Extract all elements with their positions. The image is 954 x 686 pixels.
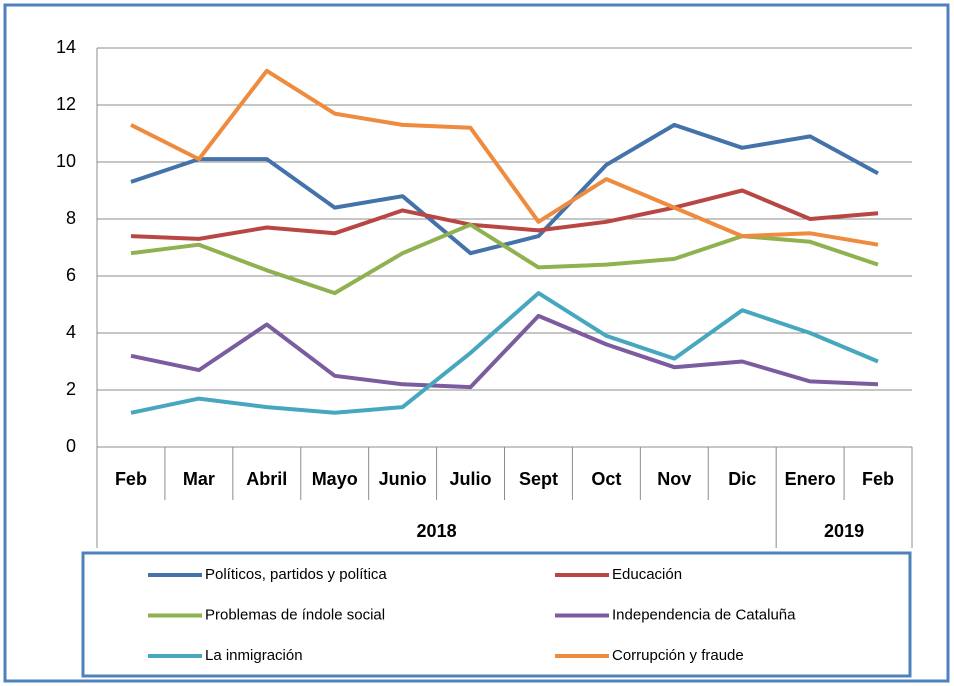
- y-tick-label: 14: [56, 37, 76, 57]
- series-line: [130, 188, 879, 241]
- x-tick-label: Enero: [785, 469, 836, 489]
- series-line: [130, 313, 879, 390]
- x-tick-label: Mayo: [312, 469, 358, 489]
- x-tick-label: Junio: [379, 469, 427, 489]
- y-tick-label: 2: [66, 379, 76, 399]
- x-tick-label: Abril: [246, 469, 287, 489]
- y-tick-label: 12: [56, 94, 76, 114]
- x-tick-label: Julio: [450, 469, 492, 489]
- series-line: [130, 68, 879, 247]
- x-tick-label: Sept: [519, 469, 558, 489]
- y-tick-label: 8: [66, 208, 76, 228]
- x-tick-label: Feb: [115, 469, 147, 489]
- x-tick-label: Oct: [591, 469, 621, 489]
- x-tick-label: Nov: [657, 469, 691, 489]
- x-tick-label: Mar: [183, 469, 215, 489]
- legend-box: [81, 551, 912, 678]
- legend-label: Educación: [612, 566, 682, 583]
- x-tick-label: Dic: [728, 469, 756, 489]
- group-label: 2019: [824, 521, 864, 541]
- y-tick-label: 10: [56, 151, 76, 171]
- legend-label: Políticos, partidos y política: [205, 566, 387, 583]
- legend-label: Problemas de índole social: [205, 606, 385, 623]
- y-tick-label: 6: [66, 265, 76, 285]
- y-tick-label: 0: [66, 436, 76, 456]
- y-tick-label: 4: [66, 322, 76, 342]
- group-label: 2018: [417, 521, 457, 541]
- legend-label: Corrupción y fraude: [612, 647, 744, 664]
- x-tick-label: Feb: [862, 469, 894, 489]
- chart-border: [3, 3, 950, 683]
- legend-label: Independencia de Cataluña: [612, 606, 796, 623]
- series-line: [130, 291, 879, 415]
- legend-label: La inmigración: [205, 647, 303, 664]
